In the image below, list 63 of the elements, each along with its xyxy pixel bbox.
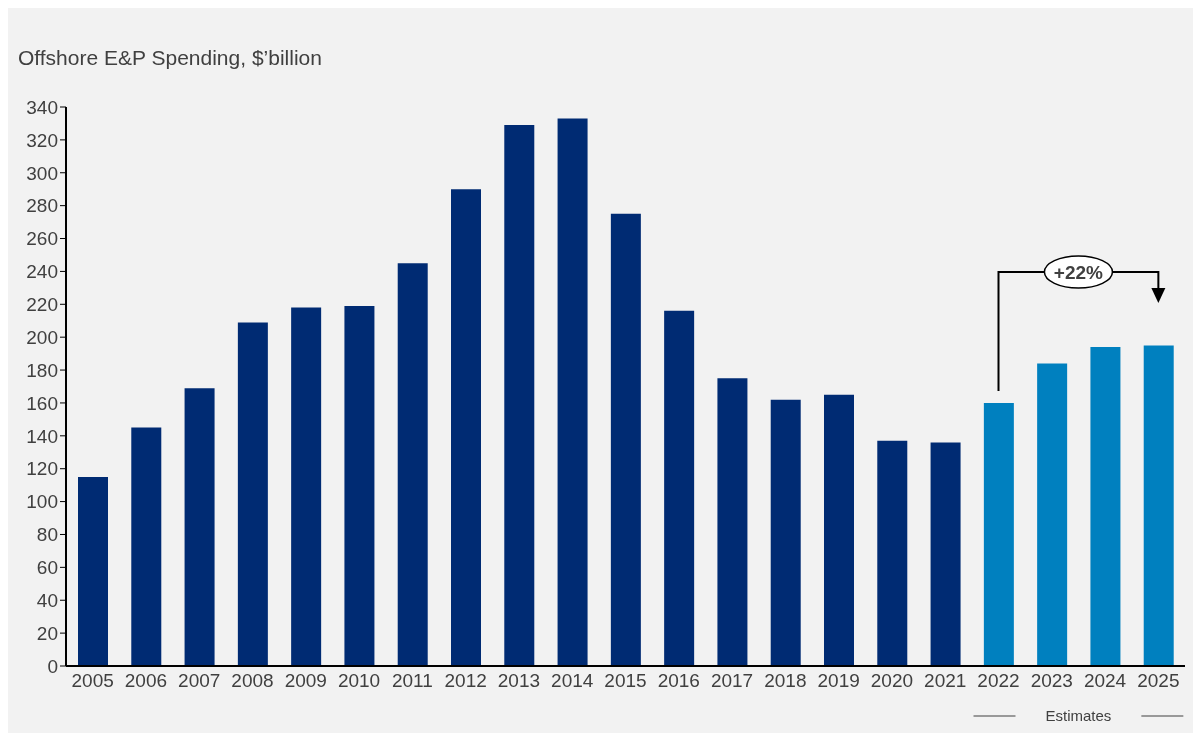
y-tick-label: 200 (26, 326, 58, 348)
x-tick-label: 2008 (231, 670, 274, 692)
y-tick-label: 340 (26, 96, 58, 118)
bar (291, 307, 322, 666)
y-tick-label: 100 (26, 491, 58, 513)
y-tick-label: 280 (26, 195, 58, 217)
text: Estimates (1045, 707, 1112, 724)
y-tick-label: 80 (36, 524, 58, 546)
bar (131, 427, 162, 666)
bar (610, 213, 641, 666)
y-tick-label: 320 (26, 129, 58, 151)
y-tick-label: 260 (26, 228, 58, 250)
bar (1090, 347, 1121, 666)
x-tick-label: 2016 (657, 670, 700, 692)
x-tick-label: 2019 (817, 670, 860, 692)
x-tick-label: 2020 (870, 670, 914, 692)
bar (983, 402, 1014, 666)
y-tick-label: 300 (26, 162, 58, 184)
bar (824, 394, 854, 666)
x-tick-label: 2010 (337, 670, 381, 692)
y-tick-label: 60 (36, 557, 58, 579)
y-tick-label: 20 (36, 622, 58, 644)
bar (344, 305, 375, 666)
x-tick-label: 2017 (710, 670, 754, 692)
x-tick-label: 2012 (444, 670, 487, 692)
x-tick-label: 2009 (284, 670, 327, 692)
x-tick-label: 2005 (71, 670, 114, 692)
chart-title: Offshore E&P Spending, $’billion (18, 46, 322, 70)
x-tick-label: 2007 (178, 670, 221, 692)
bar (717, 378, 748, 666)
x-tick-label: 2014 (551, 670, 594, 692)
y-tick-label: 120 (26, 458, 58, 480)
x-tick-label: 2013 (497, 670, 541, 692)
bar (877, 440, 908, 666)
annotation: +22% (1053, 262, 1104, 283)
x-tick-label: 2018 (764, 670, 807, 692)
bar (237, 322, 268, 666)
bar (397, 263, 428, 666)
x-tick-label: 2022 (977, 670, 1020, 692)
bar (451, 189, 481, 666)
bar (504, 125, 535, 666)
x-tick-label: 2025 (1137, 670, 1180, 692)
y-tick-label: 160 (26, 392, 58, 414)
x-tick-label: 2011 (391, 670, 433, 692)
y-tick-label: 220 (26, 294, 58, 316)
bar (1143, 345, 1174, 666)
x-tick-label: 2021 (924, 670, 967, 692)
y-tick-label: 40 (36, 589, 58, 611)
y-tick-label: 140 (26, 425, 58, 447)
bar (664, 310, 695, 666)
bar (930, 442, 961, 666)
y-tick-label: 240 (26, 261, 58, 283)
y-tick-label: 0 (47, 655, 58, 677)
x-tick-label: 2024 (1083, 670, 1127, 692)
x-tick-label: 2015 (604, 670, 647, 692)
bar (1037, 363, 1068, 666)
bar (557, 118, 588, 666)
bar (184, 388, 215, 666)
bar (78, 476, 108, 666)
x-tick-label: 2023 (1030, 670, 1073, 692)
x-tick-label: 2006 (124, 670, 168, 692)
bar (770, 399, 801, 666)
y-tick-label: 180 (26, 359, 58, 381)
